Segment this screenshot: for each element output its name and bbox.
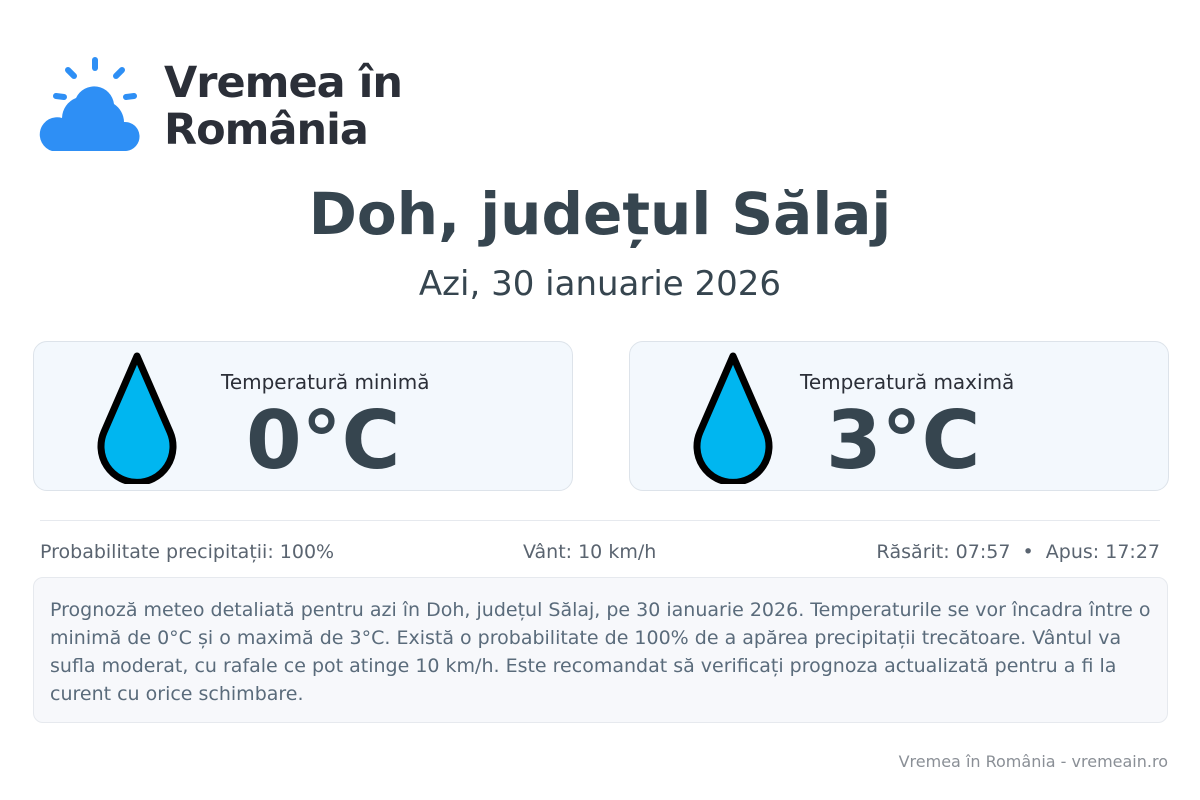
- date-subtitle: Azi, 30 ianuarie 2026: [418, 264, 782, 304]
- sun-cloud-icon: [39, 57, 140, 151]
- water-drop-icon: [693, 352, 773, 484]
- water-drop-icon: [97, 352, 177, 484]
- logo-text: Vremea în România: [164, 58, 403, 155]
- max-temp-label: Temperatură maximă: [800, 370, 1015, 394]
- divider: [40, 520, 1160, 521]
- min-temp-value: 0°C: [246, 394, 401, 487]
- footer-credit[interactable]: Vremea în România - vremeain.ro: [898, 752, 1168, 771]
- page-title: Doh, județul Sălaj: [308, 180, 892, 248]
- wind-info: Vânt: 10 km/h: [523, 541, 657, 563]
- forecast-description: Prognoză meteo detaliată pentru azi în D…: [33, 577, 1168, 723]
- min-temp-label: Temperatură minimă: [221, 370, 430, 394]
- min-temp-card: Temperatură minimă 0°C: [33, 341, 573, 491]
- max-temp-card: Temperatură maximă 3°C: [629, 341, 1169, 491]
- sun-times-info: Răsărit: 07:57 • Apus: 17:27: [876, 541, 1160, 563]
- logo[interactable]: Vremea în România: [38, 56, 403, 154]
- max-temp-value: 3°C: [826, 394, 981, 487]
- precipitation-info: Probabilitate precipitații: 100%: [40, 541, 335, 563]
